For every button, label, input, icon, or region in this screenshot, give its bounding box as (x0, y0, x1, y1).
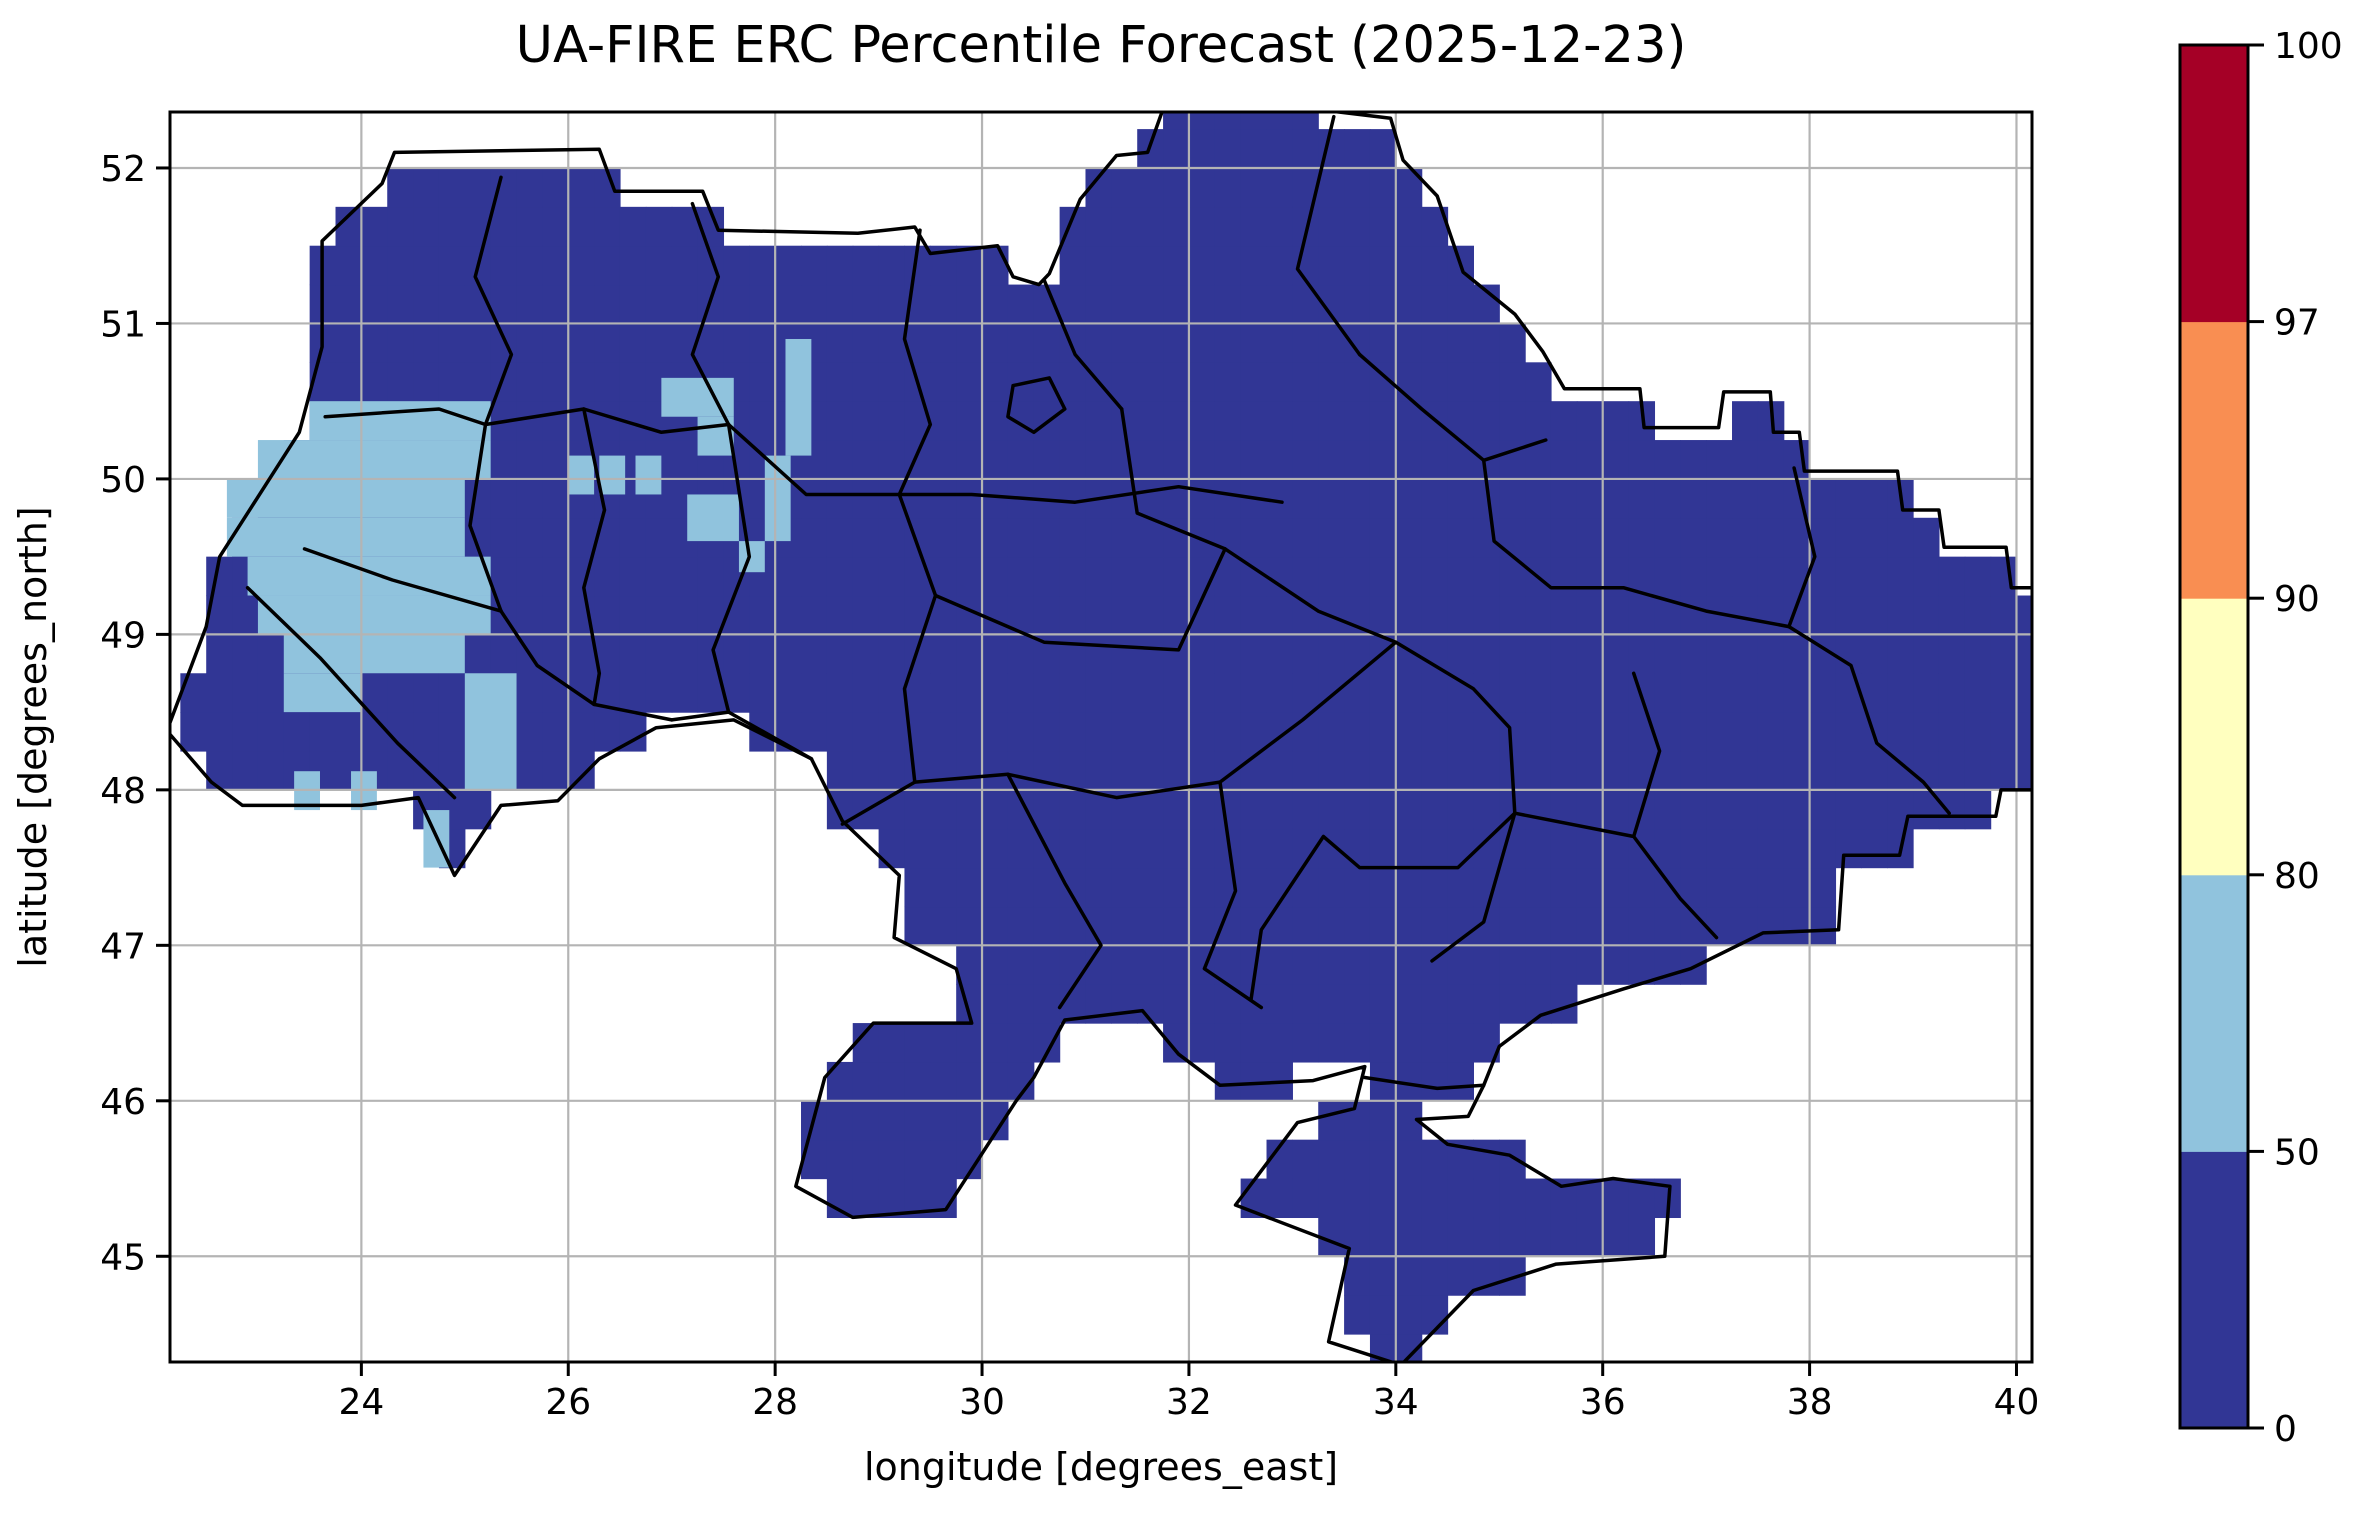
colorbar-tick-label: 80 (2274, 856, 2320, 897)
y-tick-label: 51 (100, 304, 146, 345)
chart-title: UA-FIRE ERC Percentile Forecast (2025-12… (516, 16, 1687, 75)
x-tick-label: 38 (1787, 1382, 1833, 1423)
colorbar-tick-label: 90 (2274, 579, 2320, 620)
x-tick-label: 28 (752, 1382, 798, 1423)
map-raster (180, 112, 2032, 1362)
grid-lines (170, 112, 2032, 1362)
x-tick-label: 34 (1373, 1382, 1419, 1423)
colorbar-segment (2180, 874, 2248, 1152)
y-tick-label: 50 (100, 460, 146, 501)
plot-frame (168, 110, 2034, 1364)
colorbar-tick-label: 100 (2274, 26, 2343, 67)
colorbar-segment (2180, 598, 2248, 876)
x-tick-label: 40 (1994, 1382, 2040, 1423)
y-tick-label: 47 (100, 926, 146, 967)
colorbar-tick-label: 0 (2274, 1409, 2297, 1450)
y-tick-label: 52 (100, 149, 146, 190)
colorbar-tick-label: 50 (2274, 1132, 2320, 1173)
colorbar-segment (2180, 321, 2248, 599)
y-tick-label: 48 (100, 771, 146, 812)
x-tick-label: 30 (959, 1382, 1005, 1423)
x-tick-label: 36 (1580, 1382, 1626, 1423)
colorbar: 0 50 80 90 97 100 (2178, 26, 2343, 1450)
colorbar-segment (2180, 45, 2248, 323)
x-axis: 24 26 28 30 32 34 36 38 40 (338, 1362, 2039, 1423)
y-tick-label: 49 (100, 615, 146, 656)
colorbar-frame (2178, 43, 2250, 1430)
y-axis-label: latitude [degrees_north] (11, 506, 55, 967)
y-axis: 45 46 47 48 49 50 51 52 (100, 149, 170, 1278)
y-tick-label: 46 (100, 1082, 146, 1123)
oblast-boundaries (170, 112, 2032, 1362)
x-tick-label: 26 (545, 1382, 591, 1423)
x-tick-label: 24 (338, 1382, 384, 1423)
x-tick-label: 32 (1166, 1382, 1212, 1423)
colorbar-segment (2180, 1151, 2248, 1429)
x-axis-label: longitude [degrees_east] (864, 1445, 1338, 1489)
colorbar-tick-label: 97 (2274, 303, 2320, 344)
y-tick-label: 45 (100, 1237, 146, 1278)
